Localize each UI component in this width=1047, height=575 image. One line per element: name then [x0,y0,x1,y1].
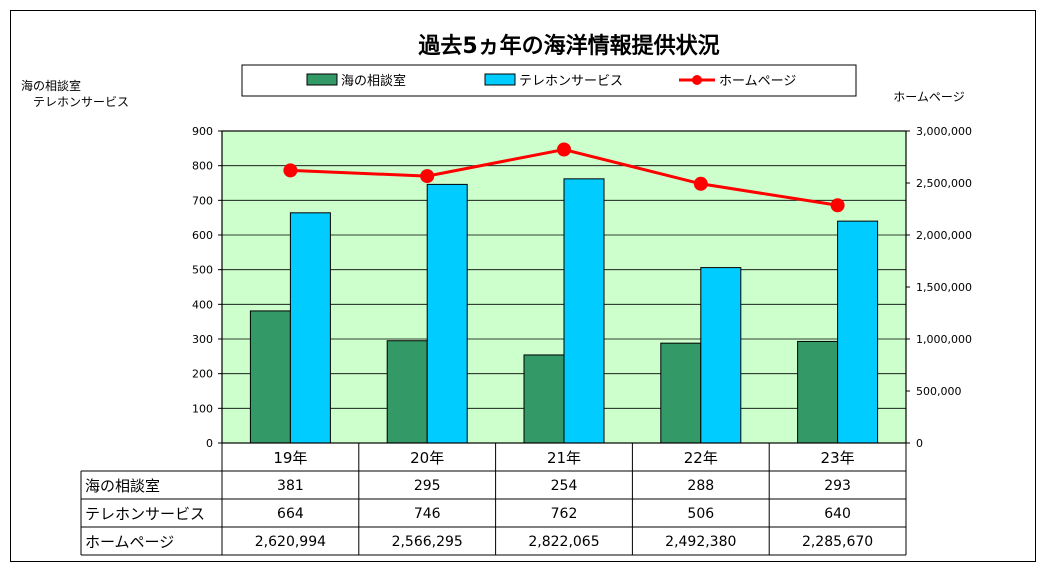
table-cell: 295 [414,478,441,494]
legend-label-telephone: テレホンサービス [519,74,623,89]
right-tick-label: 2,500,000 [916,177,972,190]
point-homepage [830,198,845,213]
bar-soudan [523,354,565,444]
category-label: 22年 [684,449,718,467]
left-tick-label: 200 [192,368,213,381]
bar-telephone [563,178,605,444]
plot-area: 0 100 200 300 400 500 600 700 800 900 0 500,000 1,00… [192,125,972,450]
table-cell: 381 [277,478,304,494]
table-cell: 506 [687,506,714,522]
legend-label-soudan: 海の相談室 [341,73,406,89]
legend-swatch-telephone [484,73,516,86]
right-tick-label: 1,000,000 [916,333,972,346]
bar-soudan [386,340,428,444]
bar-soudan [797,340,839,444]
bar-telephone [289,212,331,444]
chart-svg: 過去5ヵ年の海洋情報提供状況 海の相談室 テレホンサービス ホームページ 海の相… [21,33,972,556]
point-homepage [420,169,435,184]
table-cell: 288 [687,478,714,494]
table-cell: 2,566,295 [392,534,463,550]
table-cell: 746 [414,506,441,522]
left-axis-title-2: テレホンサービス [33,95,129,109]
bar-soudan [249,310,291,444]
table-row-label: 海の相談室 [85,477,160,495]
legend-label-homepage: ホームページ [719,74,796,89]
bar-telephone [700,267,742,444]
right-tick-label: 1,500,000 [916,281,972,294]
left-tick-label: 900 [192,125,213,138]
point-homepage [557,142,571,157]
left-tick-label: 0 [206,437,213,450]
right-axis-title: ホームページ [893,90,964,104]
left-tick-label: 400 [192,298,213,311]
table-cell: 254 [551,478,578,494]
point-homepage [283,163,298,178]
right-tick-label: 2,000,000 [916,229,972,242]
category-label: 21年 [547,449,581,467]
bar-soudan [660,342,702,444]
left-tick-label: 100 [192,402,213,415]
bar-telephone [426,183,468,444]
category-label: 20年 [410,449,444,467]
table-cell: 762 [551,506,578,522]
point-homepage [693,176,708,191]
category-label: 23年 [821,449,855,467]
left-tick-label: 300 [192,333,213,346]
table-cell: 2,620,994 [255,534,326,550]
right-tick-label: 3,000,000 [916,125,972,138]
table-row-label: テレホンサービス [85,505,205,523]
right-tick-label: 0 [916,437,923,450]
table-cell: 2,285,670 [802,534,873,550]
table-cell: 2,822,065 [528,534,599,550]
table-cell: 293 [824,478,851,494]
bar-telephone [837,220,879,444]
chart-frame: 過去5ヵ年の海洋情報提供状況 海の相談室 テレホンサービス ホームページ 海の相… [10,10,1036,562]
table-cell: 664 [277,506,304,522]
legend-marker-homepage [692,75,702,85]
left-axis-title-1: 海の相談室 [21,78,81,93]
right-tick-label: 500,000 [916,385,962,398]
category-label: 19年 [273,449,307,467]
legend-swatch-soudan [306,73,338,86]
left-tick-label: 800 [192,160,213,173]
left-tick-label: 500 [192,264,213,277]
table-cell: 2,492,380 [665,534,736,550]
left-tick-label: 600 [192,229,213,242]
left-tick-label: 700 [192,194,213,207]
table-cell: 640 [824,506,851,522]
chart-title: 過去5ヵ年の海洋情報提供状況 [418,33,719,59]
legend-box [241,64,857,97]
table-row-label: ホームページ [85,533,174,551]
